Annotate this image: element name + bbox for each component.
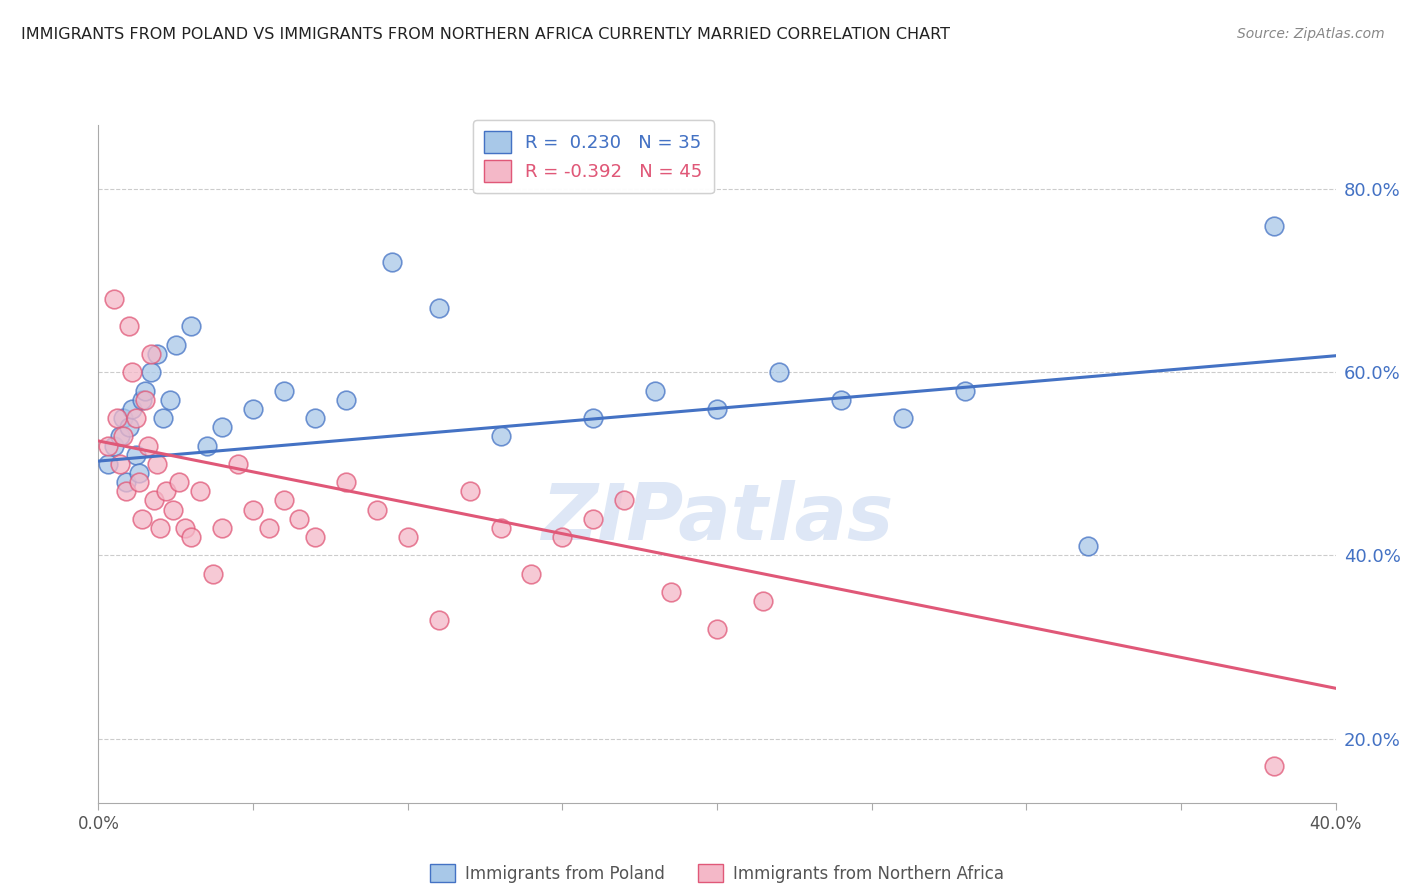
Point xyxy=(134,392,156,407)
Point xyxy=(458,484,481,499)
Point xyxy=(139,365,162,379)
Point xyxy=(273,493,295,508)
Point xyxy=(644,384,666,398)
Point xyxy=(134,384,156,398)
Point xyxy=(97,438,120,452)
Point xyxy=(366,502,388,516)
Point xyxy=(396,530,419,544)
Point xyxy=(118,319,141,334)
Point xyxy=(108,457,131,471)
Point xyxy=(752,594,775,608)
Point xyxy=(830,392,852,407)
Point xyxy=(257,521,280,535)
Point xyxy=(124,411,146,425)
Point xyxy=(1077,539,1099,553)
Point xyxy=(211,420,233,434)
Point xyxy=(551,530,574,544)
Point xyxy=(489,429,512,443)
Point xyxy=(121,365,143,379)
Point xyxy=(304,530,326,544)
Point xyxy=(335,475,357,490)
Legend: R =  0.230   N = 35, R = -0.392   N = 45: R = 0.230 N = 35, R = -0.392 N = 45 xyxy=(472,120,714,194)
Point xyxy=(427,613,450,627)
Point xyxy=(659,585,682,599)
Point xyxy=(146,457,169,471)
Point xyxy=(195,438,218,452)
Point xyxy=(288,512,311,526)
Point xyxy=(143,493,166,508)
Point xyxy=(167,475,190,490)
Point xyxy=(891,411,914,425)
Point xyxy=(706,401,728,416)
Point xyxy=(146,347,169,361)
Point xyxy=(152,411,174,425)
Point xyxy=(273,384,295,398)
Point xyxy=(613,493,636,508)
Point xyxy=(162,502,184,516)
Point xyxy=(706,622,728,636)
Point xyxy=(112,411,135,425)
Point xyxy=(108,429,131,443)
Point xyxy=(105,411,128,425)
Point xyxy=(335,392,357,407)
Text: Source: ZipAtlas.com: Source: ZipAtlas.com xyxy=(1237,27,1385,41)
Point xyxy=(211,521,233,535)
Point xyxy=(582,411,605,425)
Point xyxy=(139,347,162,361)
Point xyxy=(304,411,326,425)
Point xyxy=(381,255,404,269)
Point xyxy=(124,448,146,462)
Point xyxy=(128,466,150,480)
Point xyxy=(112,429,135,443)
Point xyxy=(582,512,605,526)
Point xyxy=(953,384,976,398)
Point xyxy=(768,365,790,379)
Point xyxy=(242,502,264,516)
Point xyxy=(103,292,125,306)
Point xyxy=(136,438,159,452)
Point xyxy=(97,457,120,471)
Point xyxy=(201,566,224,581)
Point xyxy=(155,484,177,499)
Point xyxy=(131,512,153,526)
Point xyxy=(226,457,249,471)
Point xyxy=(131,392,153,407)
Point xyxy=(159,392,181,407)
Point xyxy=(427,301,450,315)
Point xyxy=(165,337,187,351)
Point xyxy=(242,401,264,416)
Point xyxy=(1263,759,1285,773)
Point xyxy=(128,475,150,490)
Point xyxy=(103,438,125,452)
Point xyxy=(180,530,202,544)
Text: IMMIGRANTS FROM POLAND VS IMMIGRANTS FROM NORTHERN AFRICA CURRENTLY MARRIED CORR: IMMIGRANTS FROM POLAND VS IMMIGRANTS FRO… xyxy=(21,27,950,42)
Point xyxy=(520,566,543,581)
Point xyxy=(190,484,212,499)
Text: ZIPatlas: ZIPatlas xyxy=(541,480,893,556)
Point xyxy=(118,420,141,434)
Point xyxy=(174,521,197,535)
Point xyxy=(1263,219,1285,233)
Point xyxy=(180,319,202,334)
Point xyxy=(115,475,138,490)
Point xyxy=(149,521,172,535)
Point xyxy=(489,521,512,535)
Point xyxy=(115,484,138,499)
Point xyxy=(121,401,143,416)
